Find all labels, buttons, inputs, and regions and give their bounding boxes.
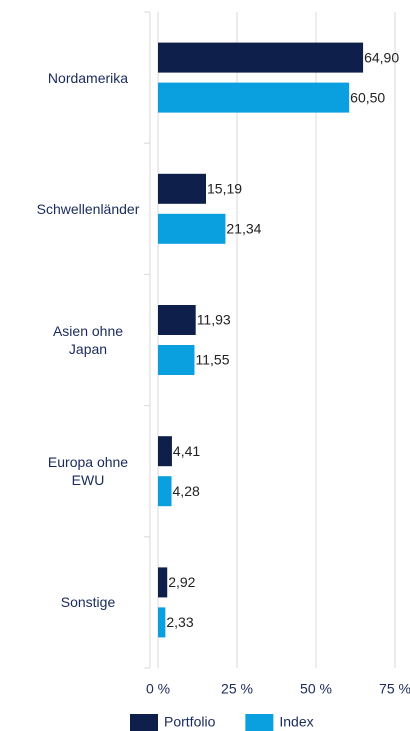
data-label: 2,92 bbox=[168, 574, 195, 590]
y-tick-label: Asien ohne Japan bbox=[52, 323, 124, 357]
data-label: 60,50 bbox=[350, 89, 385, 105]
x-tick-label: 50 % bbox=[300, 681, 332, 697]
bar bbox=[158, 436, 172, 467]
data-label: 11,93 bbox=[197, 312, 231, 328]
bar bbox=[158, 476, 172, 507]
data-label: 64,90 bbox=[364, 49, 399, 65]
x-tick-label: 0 % bbox=[146, 681, 170, 697]
legend-swatch bbox=[130, 714, 158, 731]
x-tick-label: 25 % bbox=[221, 681, 253, 697]
bar bbox=[158, 305, 196, 335]
data-label: 15,19 bbox=[207, 181, 242, 197]
y-tick-label: Europa ohne EWU bbox=[47, 454, 129, 489]
data-label: 4,28 bbox=[173, 483, 200, 499]
y-tick-label: Sonstige bbox=[60, 594, 116, 611]
bar bbox=[158, 607, 166, 638]
bar bbox=[158, 345, 195, 375]
data-label: 21,34 bbox=[226, 221, 261, 237]
bar bbox=[158, 213, 226, 244]
x-tick-label: 75 % bbox=[379, 681, 410, 697]
data-label: 4,41 bbox=[173, 443, 200, 459]
y-tick-label: Schwellenländer bbox=[36, 200, 140, 217]
legend-label: Portfolio bbox=[164, 714, 216, 730]
legend-label: Index bbox=[279, 714, 313, 730]
bar bbox=[158, 42, 364, 73]
bar bbox=[158, 567, 168, 598]
data-label: 11,55 bbox=[195, 352, 229, 368]
bar bbox=[158, 82, 350, 113]
y-tick-label: Nordamerika bbox=[47, 69, 129, 86]
bar bbox=[158, 173, 207, 204]
data-label: 2,33 bbox=[166, 614, 193, 630]
legend-swatch bbox=[245, 714, 274, 731]
